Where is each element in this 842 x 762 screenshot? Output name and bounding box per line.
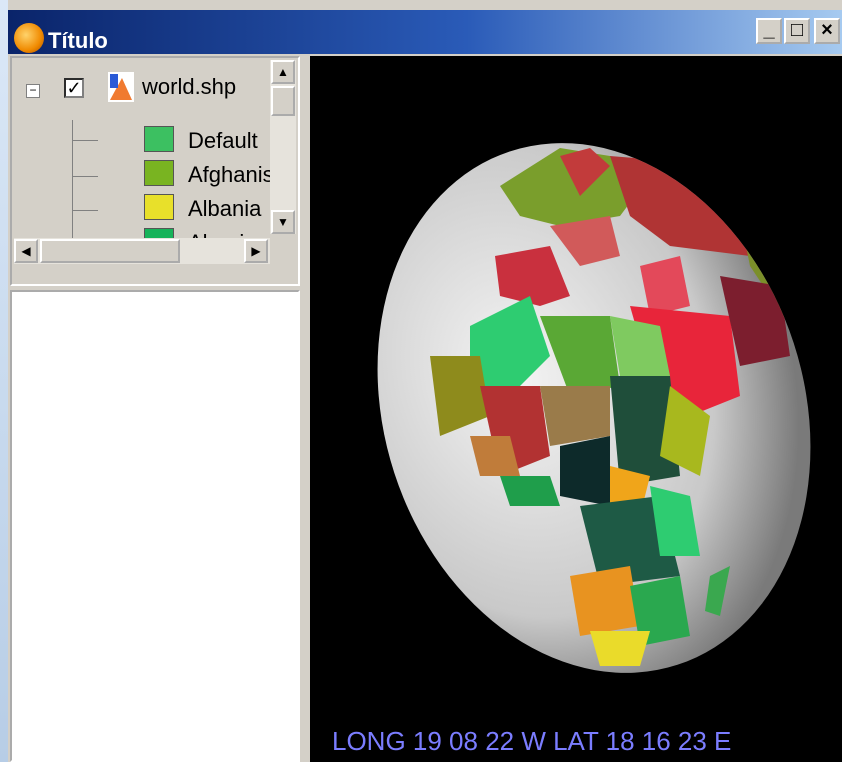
close-button[interactable]: ×	[814, 18, 840, 44]
globe-graphic	[377, 143, 830, 673]
layer-icon	[108, 72, 134, 102]
scroll-down-button[interactable]: ▼	[271, 210, 295, 234]
legend-swatch	[144, 194, 174, 220]
tree-connector	[72, 120, 73, 250]
tree-branch	[72, 210, 98, 211]
app-logo-icon	[14, 23, 44, 53]
tree-branch	[72, 176, 98, 177]
legend-swatch	[144, 126, 174, 152]
title-bar[interactable]: Título _ □ ×	[8, 10, 842, 54]
layer-properties-pane	[10, 290, 300, 762]
layer-legend-panel: − ✓ world.shp Default Afghanis Albania A…	[10, 56, 300, 286]
globe-3d-view[interactable]: LONG 19 08 22 W LAT 18 16 23 E	[310, 56, 842, 762]
horizontal-scrollbar[interactable]: ◀ ▶	[14, 238, 270, 264]
layer-name[interactable]: world.shp	[142, 74, 237, 99]
coordinates-readout: LONG 19 08 22 W LAT 18 16 23 E	[332, 726, 732, 756]
legend-item-label: Afghanis	[188, 162, 274, 187]
legend-item-label: Default	[188, 128, 258, 153]
scroll-right-button[interactable]: ▶	[244, 239, 268, 263]
legend-item-label: Albania	[188, 196, 262, 221]
desktop-edge	[0, 0, 8, 762]
scroll-thumb[interactable]	[40, 239, 180, 263]
collapse-toggle[interactable]: −	[26, 84, 40, 98]
scroll-thumb[interactable]	[271, 86, 295, 116]
tree-branch	[72, 140, 98, 141]
legend-swatch	[144, 160, 174, 186]
map-window: Título _ □ × − ✓ world.shp Default Afgha…	[8, 0, 842, 762]
vertical-scrollbar[interactable]: ▲ ▼	[270, 60, 296, 234]
layer-visibility-checkbox[interactable]: ✓	[64, 78, 84, 98]
minimize-button[interactable]: _	[756, 18, 782, 44]
maximize-button[interactable]: □	[784, 18, 810, 44]
window-title: Título	[48, 28, 108, 53]
scroll-up-button[interactable]: ▲	[271, 60, 295, 84]
scroll-left-button[interactable]: ◀	[14, 239, 38, 263]
